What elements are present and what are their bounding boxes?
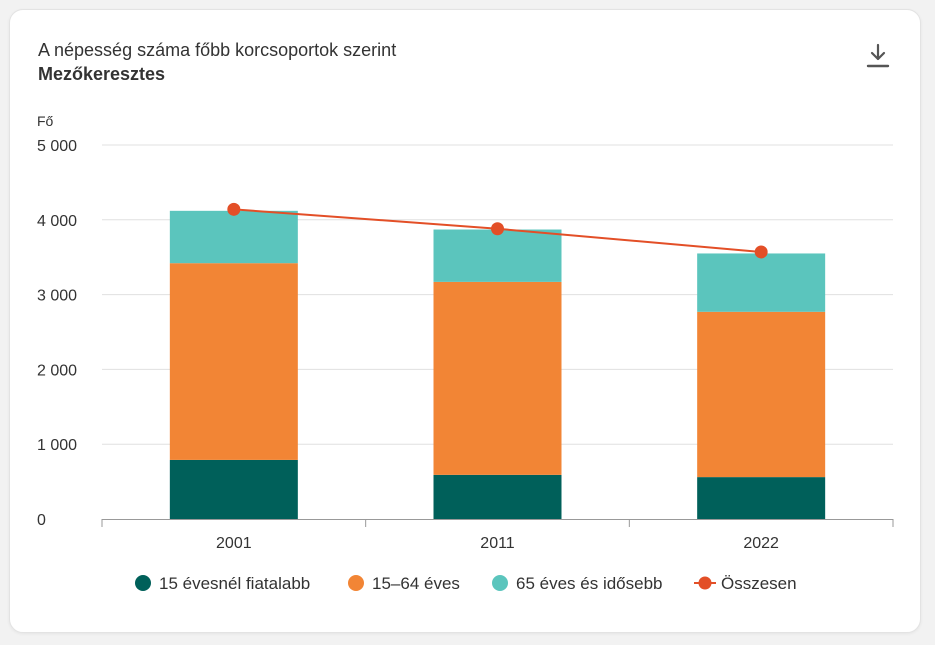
y-tick-label: 3 000: [37, 288, 77, 305]
bar-segment: [697, 477, 826, 519]
bar-segment: [433, 281, 562, 475]
legend-item: Összesen: [694, 574, 797, 593]
y-tick-label: 1 000: [37, 437, 77, 454]
legend-label: Összesen: [721, 574, 797, 593]
bar-segment: [433, 229, 562, 282]
bar-segment: [697, 253, 826, 312]
total-point: [491, 222, 504, 236]
total-point: [754, 245, 768, 259]
bar-segment: [697, 311, 826, 478]
chart-title: A népesség száma főbb korcsoportok szeri…: [38, 40, 397, 60]
chart-subtitle: Mezőkeresztes: [38, 64, 166, 84]
x-tick-label: 2001: [216, 535, 252, 552]
bar-segment: [169, 210, 298, 264]
legend-item: 65 éves és idősebb: [492, 574, 663, 593]
legend-label: 15 évesnél fiatalabb: [159, 574, 310, 593]
legend-label: 65 éves és idősebb: [516, 574, 663, 593]
y-tick-label: 2 000: [37, 362, 77, 379]
x-tick-label: 2011: [480, 535, 515, 552]
bar-segment: [169, 263, 298, 460]
legend-marker: [135, 575, 151, 591]
legend-item: 15–64 éves: [348, 574, 460, 593]
bar-segment: [169, 459, 298, 519]
legend-marker: [492, 575, 508, 591]
legend-item: 15 évesnél fiatalabb: [135, 574, 310, 593]
total-point: [227, 202, 241, 216]
download-icon[interactable]: [864, 42, 892, 70]
bar-segment: [433, 474, 562, 519]
y-tick-label: 4 000: [37, 213, 77, 230]
legend-marker: [348, 575, 364, 591]
x-tick-label: 2022: [743, 535, 779, 552]
y-axis-unit-label: Fő: [37, 113, 54, 129]
y-tick-label: 5 000: [37, 138, 77, 155]
y-tick-label: 0: [37, 512, 46, 529]
legend-label: 15–64 éves: [372, 574, 460, 593]
legend-marker: [698, 576, 712, 590]
